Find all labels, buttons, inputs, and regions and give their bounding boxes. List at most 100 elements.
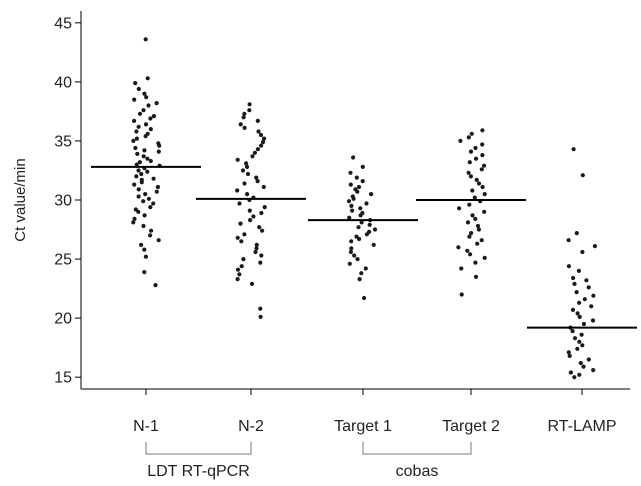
data-point: [572, 281, 577, 286]
data-point: [241, 257, 246, 262]
data-point: [480, 142, 485, 147]
data-point: [473, 260, 478, 265]
data-point: [349, 246, 354, 251]
data-point: [591, 368, 596, 373]
data-point: [475, 241, 480, 246]
data-point: [262, 205, 267, 210]
data-point: [252, 150, 257, 155]
data-point: [258, 306, 263, 311]
group-bracket: [362, 442, 472, 455]
data-point: [359, 271, 364, 276]
data-point: [146, 196, 151, 201]
data-point: [255, 118, 260, 123]
data-point: [142, 91, 147, 96]
data-point: [134, 162, 139, 167]
data-point: [459, 266, 464, 271]
data-point: [349, 239, 354, 244]
data-point: [143, 122, 149, 127]
data-point: [566, 264, 572, 269]
data-point: [141, 223, 146, 229]
data-point: [357, 236, 362, 242]
data-point: [466, 135, 471, 140]
x-tick-label: RT-LAMP: [547, 418, 616, 435]
data-point: [151, 114, 156, 119]
data-point: [148, 158, 153, 164]
data-point: [136, 194, 141, 199]
data-point: [468, 252, 473, 257]
data-point: [137, 111, 143, 116]
data-point: [572, 336, 578, 341]
data-point: [156, 238, 161, 243]
data-points: [131, 37, 598, 380]
data-point: [457, 206, 462, 211]
data-point: [143, 192, 148, 197]
data-point: [148, 116, 153, 121]
data-point: [355, 189, 360, 194]
data-point: [369, 192, 374, 197]
data-point: [131, 220, 136, 225]
data-point: [360, 179, 365, 184]
data-point: [351, 155, 356, 160]
data-point: [259, 210, 264, 216]
data-point: [258, 314, 263, 319]
y-axis: 15 20 25 30 35 40 45: [54, 11, 82, 389]
data-point: [239, 239, 244, 244]
data-point: [148, 127, 153, 132]
data-point: [364, 201, 369, 206]
data-point: [238, 122, 243, 127]
data-point: [137, 160, 142, 165]
data-point: [356, 225, 361, 230]
data-point: [356, 184, 362, 190]
data-point: [584, 278, 589, 283]
data-point: [571, 275, 576, 281]
data-point: [482, 163, 487, 168]
data-point: [357, 277, 362, 282]
data-point: [262, 136, 267, 141]
data-point: [139, 171, 144, 177]
data-point: [459, 292, 464, 297]
data-point: [472, 195, 477, 200]
data-point: [570, 307, 576, 312]
data-point: [256, 129, 261, 134]
data-point: [473, 156, 479, 161]
data-point: [235, 188, 240, 193]
data-point: [239, 264, 244, 269]
data-point: [151, 201, 156, 206]
data-point: [244, 164, 250, 169]
data-point: [136, 86, 141, 92]
x-tick-label: Target 2: [442, 418, 500, 435]
group-brackets: LDT RT-qPCR cobas: [145, 442, 472, 480]
data-point: [473, 274, 479, 279]
data-point: [566, 350, 571, 355]
data-point: [577, 339, 582, 344]
x-tick-label: N-2: [238, 418, 264, 435]
data-point: [466, 170, 471, 175]
data-point: [350, 208, 355, 213]
data-point: [134, 129, 139, 134]
data-point: [144, 95, 149, 100]
y-tick-label: 35: [54, 133, 72, 150]
data-point: [259, 143, 264, 148]
y-tick-label: 45: [54, 15, 72, 32]
x-axis: N-1 N-2 Target 1 Target 2 RT-LAMP: [81, 388, 630, 435]
data-point: [242, 181, 247, 186]
data-point: [474, 177, 479, 182]
data-point: [467, 234, 472, 239]
data-point: [245, 192, 250, 197]
data-point: [355, 257, 360, 262]
data-point: [479, 238, 484, 243]
data-point: [570, 329, 575, 334]
data-point: [149, 228, 154, 233]
data-point: [255, 179, 260, 184]
group-label: cobas: [396, 463, 439, 480]
data-point: [580, 173, 585, 178]
data-point: [136, 124, 141, 129]
data-point: [346, 199, 352, 204]
group-bracket: [145, 442, 252, 455]
x-tick-label: Target 1: [334, 418, 392, 435]
data-point: [259, 253, 264, 258]
data-point: [142, 270, 147, 275]
data-point: [482, 255, 487, 260]
data-point: [592, 244, 598, 249]
